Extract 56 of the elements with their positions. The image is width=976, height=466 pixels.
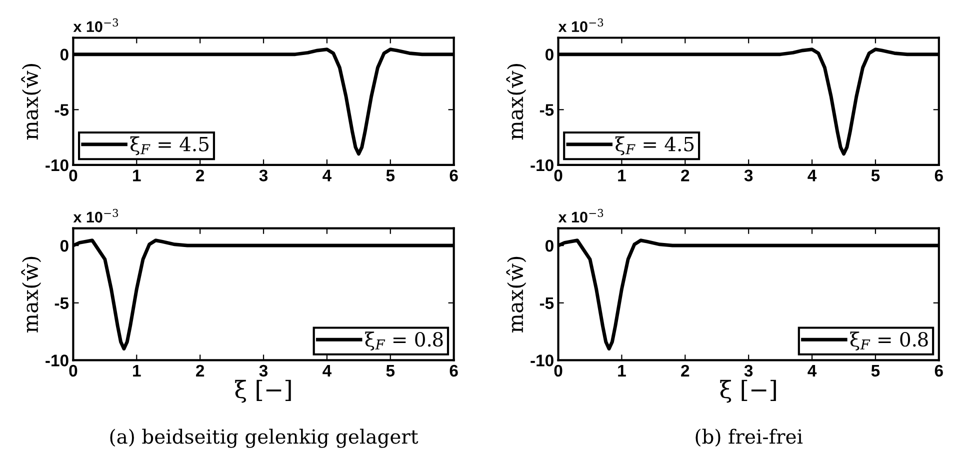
- x-tick-label: 5: [871, 364, 880, 377]
- x-tick-label: 1: [618, 364, 626, 376]
- x-tick-label: 4: [322, 170, 332, 182]
- y-tick-label: -10: [46, 354, 68, 366]
- x-tick-label: 0: [69, 364, 78, 377]
- x-tick-label: 5: [386, 170, 395, 182]
- legend-label: ξ$_{F}$ = 4.5: [130, 136, 208, 156]
- y-tick-label: -5: [54, 297, 69, 310]
- y-tick-label: 0: [545, 240, 554, 252]
- x-tick-label: 2: [681, 364, 690, 376]
- y-axis-title: max(ŵ): [506, 256, 526, 333]
- text: x 10$^{−3}$: [558, 208, 604, 223]
- y-tick-label: 0: [545, 48, 554, 61]
- y-tick-label: -10: [530, 354, 554, 366]
- y-tick-label: 0: [60, 240, 68, 252]
- x-tick-label: 1: [618, 170, 626, 182]
- legend-label: ξ$_{F}$ = 0.8: [365, 332, 443, 350]
- x-tick-label: 5: [386, 364, 395, 377]
- text: x 10$^{−3}$: [73, 208, 118, 223]
- x-tick-label: 4: [808, 170, 817, 182]
- y-tick-label: -10: [46, 159, 68, 172]
- y-tick-label: -10: [530, 159, 554, 172]
- x-tick-label: 6: [934, 170, 943, 182]
- legend-label: ξ$_{F}$ = 0.8: [850, 332, 928, 350]
- x-tick-label: 6: [934, 364, 943, 377]
- text: x 10$^{−3}$: [73, 18, 118, 32]
- x-tick-label: 3: [259, 364, 268, 377]
- text: x 10$^{−3}$: [558, 18, 604, 32]
- x-tick-label: 2: [196, 170, 204, 182]
- x-tick-label: 6: [450, 170, 458, 182]
- x-axis-title: ξ [−]: [235, 380, 291, 403]
- x-tick-label: 0: [69, 170, 78, 182]
- x-tick-label: 6: [450, 364, 458, 377]
- x-tick-label: 1: [133, 364, 141, 376]
- x-tick-label: 4: [322, 364, 332, 376]
- x-tick-label: 3: [744, 170, 753, 182]
- text: (a) beidseitig gelenkig gelagert: [110, 428, 418, 448]
- y-tick-label: 0: [60, 48, 68, 61]
- x-tick-label: 2: [196, 364, 204, 376]
- x-tick-label: 4: [808, 364, 817, 376]
- x-axis-title: ξ [−]: [720, 380, 776, 403]
- y-axis-title: max(ŵ): [21, 256, 42, 333]
- x-tick-label: 1: [133, 170, 141, 182]
- x-tick-label: 0: [554, 364, 562, 377]
- x-tick-label: 3: [744, 364, 753, 377]
- y-tick-label: -5: [54, 104, 69, 116]
- y-tick-label: -5: [540, 104, 554, 116]
- y-tick-label: -5: [540, 297, 554, 310]
- x-tick-label: 5: [871, 170, 880, 182]
- legend-label: ξ$_{F}$ = 4.5: [615, 136, 694, 156]
- x-tick-label: 2: [681, 170, 690, 182]
- y-axis-title: max(ŵ): [506, 64, 526, 140]
- x-tick-label: 3: [259, 170, 268, 182]
- text: (b) frei-frei: [696, 428, 803, 447]
- x-tick-label: 0: [554, 170, 562, 182]
- y-axis-title: max(ŵ): [21, 64, 42, 140]
